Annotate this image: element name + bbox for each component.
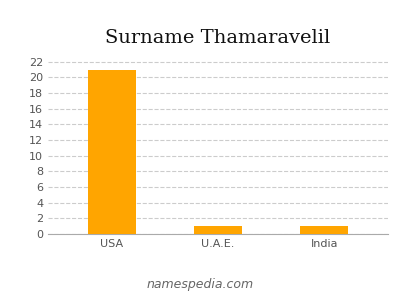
Bar: [194, 226, 242, 234]
Title: Surname Thamaravelil: Surname Thamaravelil: [105, 29, 331, 47]
Bar: [88, 70, 136, 234]
Text: namespedia.com: namespedia.com: [146, 278, 254, 291]
Bar: [300, 226, 348, 234]
